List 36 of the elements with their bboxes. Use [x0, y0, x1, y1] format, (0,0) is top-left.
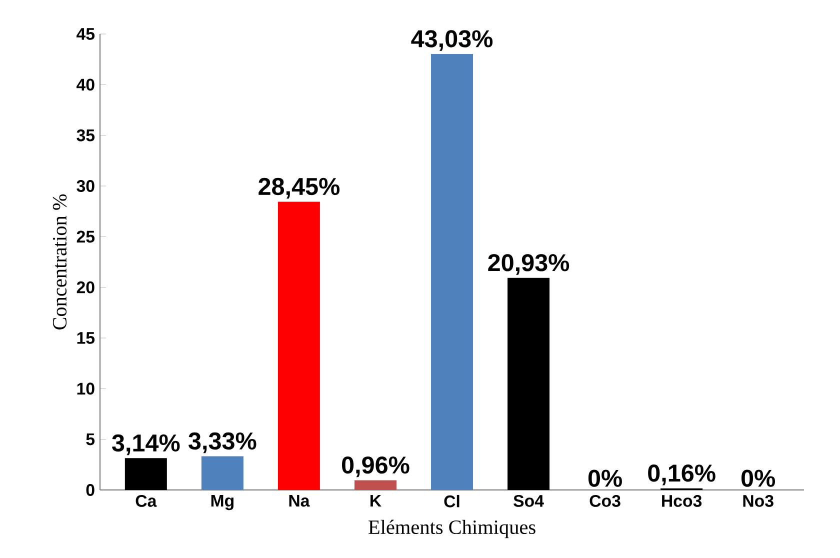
x-axis-title: Eléments Chimiques	[368, 520, 536, 538]
data-label: 0%	[741, 470, 775, 487]
data-label: 43,03%	[411, 30, 493, 51]
data-label: 28,45%	[258, 178, 340, 199]
data-label: 3,14%	[112, 434, 180, 456]
x-tick-label: Mg	[211, 494, 234, 510]
y-tick-label: 5	[86, 433, 95, 446]
bar	[430, 54, 473, 490]
y-tick-label: 30	[76, 180, 94, 192]
x-tick-label: So4	[514, 494, 544, 507]
bar	[201, 456, 244, 490]
bar	[278, 202, 320, 490]
x-tick-label: Hco3	[662, 494, 702, 507]
bar	[508, 278, 550, 490]
y-tick-label: 40	[76, 78, 94, 91]
x-tick-label: Na	[289, 494, 310, 507]
y-tick-label: 35	[76, 129, 95, 142]
bar	[354, 480, 396, 490]
y-tick-label: 25	[76, 230, 95, 243]
y-tick-label: 20	[76, 281, 94, 294]
bar	[124, 458, 167, 490]
y-axis-title: Concentration %	[52, 194, 67, 330]
x-tick-label: Co3	[590, 494, 620, 507]
data-label: 0,16%	[648, 464, 716, 486]
y-tick-label: 15	[77, 332, 95, 344]
x-tick-label: K	[370, 494, 382, 507]
y-tick-label: 0	[86, 484, 94, 496]
x-tick-label: Cl	[444, 494, 460, 508]
y-tick-label: 45	[76, 28, 95, 40]
data-label: 0%	[588, 470, 622, 487]
data-label: 3,33%	[188, 432, 256, 454]
x-tick-label: No3	[743, 494, 774, 507]
data-label: 0,96%	[342, 456, 410, 478]
y-tick-label: 10	[77, 382, 94, 395]
data-label: 20,93%	[488, 254, 570, 275]
x-tick-label: Ca	[136, 494, 157, 507]
